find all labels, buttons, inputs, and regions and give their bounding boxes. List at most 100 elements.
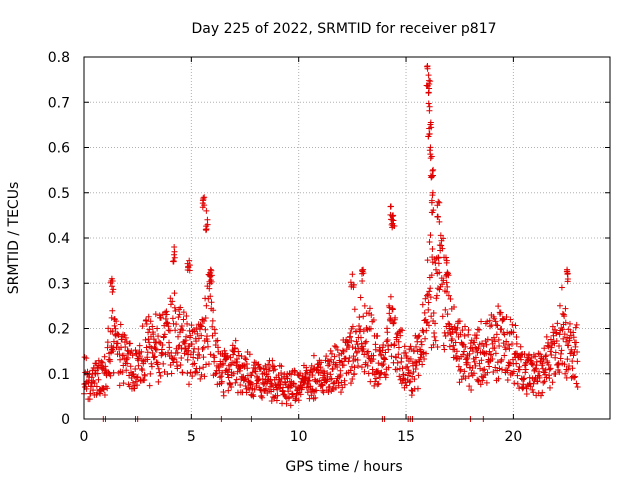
data-point — [212, 330, 219, 337]
data-point — [186, 257, 193, 264]
data-point — [132, 378, 139, 385]
data-point — [351, 306, 358, 313]
data-point — [166, 327, 173, 334]
data-point — [322, 377, 329, 384]
data-point — [362, 340, 369, 347]
data-point — [98, 358, 105, 365]
data-point — [119, 336, 126, 343]
data-point — [426, 238, 433, 245]
data-point — [202, 326, 209, 333]
data-point — [250, 393, 257, 400]
data-point — [394, 359, 401, 366]
data-point — [183, 313, 190, 320]
data-point — [562, 305, 569, 312]
data-point — [241, 363, 248, 370]
data-point — [201, 318, 208, 325]
data-point — [504, 377, 511, 384]
data-point — [430, 310, 437, 317]
data-point — [421, 309, 428, 316]
data-point — [374, 381, 381, 388]
data-point — [156, 369, 163, 376]
data-point — [564, 276, 571, 283]
data-point — [389, 306, 396, 313]
data-point — [113, 318, 120, 325]
data-point — [207, 273, 214, 280]
data-point — [488, 351, 495, 358]
data-point — [353, 338, 360, 345]
data-point — [107, 372, 114, 379]
data-point — [114, 340, 121, 347]
data-point — [278, 363, 285, 370]
data-point — [326, 360, 333, 367]
data-point — [255, 361, 262, 368]
data-point — [493, 331, 500, 338]
data-point — [436, 269, 443, 276]
data-point — [83, 385, 90, 392]
y-tick-label: 0.3 — [48, 276, 70, 292]
data-point — [381, 371, 388, 378]
data-point — [220, 392, 227, 399]
data-point — [462, 375, 469, 382]
data-point — [201, 194, 208, 201]
x-tick-label: 5 — [187, 429, 196, 445]
y-axis-label: SRMTID / TECUs — [6, 182, 22, 295]
data-point — [424, 319, 431, 326]
data-point — [424, 257, 431, 264]
data-point — [423, 350, 430, 357]
data-point — [238, 353, 245, 360]
data-point — [553, 337, 560, 344]
data-point — [428, 153, 435, 160]
data-point — [203, 227, 210, 234]
data-point — [562, 370, 569, 377]
data-point — [349, 271, 356, 278]
data-point — [486, 317, 493, 324]
data-point — [242, 355, 249, 362]
data-point — [210, 307, 217, 314]
data-point — [268, 397, 275, 404]
data-point — [209, 323, 216, 330]
data-point — [427, 232, 434, 239]
data-point — [242, 383, 249, 390]
data-point — [516, 366, 523, 373]
data-point — [569, 358, 576, 365]
data-point — [157, 314, 164, 321]
data-point — [444, 311, 451, 318]
data-point — [149, 323, 156, 330]
data-point — [150, 331, 157, 338]
data-point — [570, 334, 577, 341]
data-point — [547, 365, 554, 372]
data-point — [204, 338, 211, 345]
data-point — [505, 341, 512, 348]
data-point — [551, 326, 558, 333]
data-point — [496, 365, 503, 372]
data-point — [573, 321, 580, 328]
data-point — [566, 337, 573, 344]
data-points — [81, 63, 581, 422]
data-point — [164, 319, 171, 326]
data-point — [435, 198, 442, 205]
data-point — [573, 339, 580, 346]
data-point — [495, 303, 502, 310]
data-point — [426, 77, 433, 84]
data-point — [307, 383, 314, 390]
data-point — [427, 294, 434, 301]
data-point — [429, 245, 436, 252]
data-point — [318, 359, 325, 366]
data-point — [196, 352, 203, 359]
data-point — [528, 354, 535, 361]
data-point — [133, 374, 140, 381]
data-point — [246, 351, 253, 358]
data-point — [185, 381, 192, 388]
data-point — [235, 352, 242, 359]
data-point — [253, 380, 260, 387]
data-point — [354, 348, 361, 355]
data-point — [348, 363, 355, 370]
data-point — [334, 346, 341, 353]
data-point — [230, 370, 237, 377]
data-point — [209, 317, 216, 324]
data-point — [413, 362, 420, 369]
data-point — [527, 383, 534, 390]
data-point — [167, 301, 174, 308]
data-point — [473, 335, 480, 342]
data-point — [341, 381, 348, 388]
